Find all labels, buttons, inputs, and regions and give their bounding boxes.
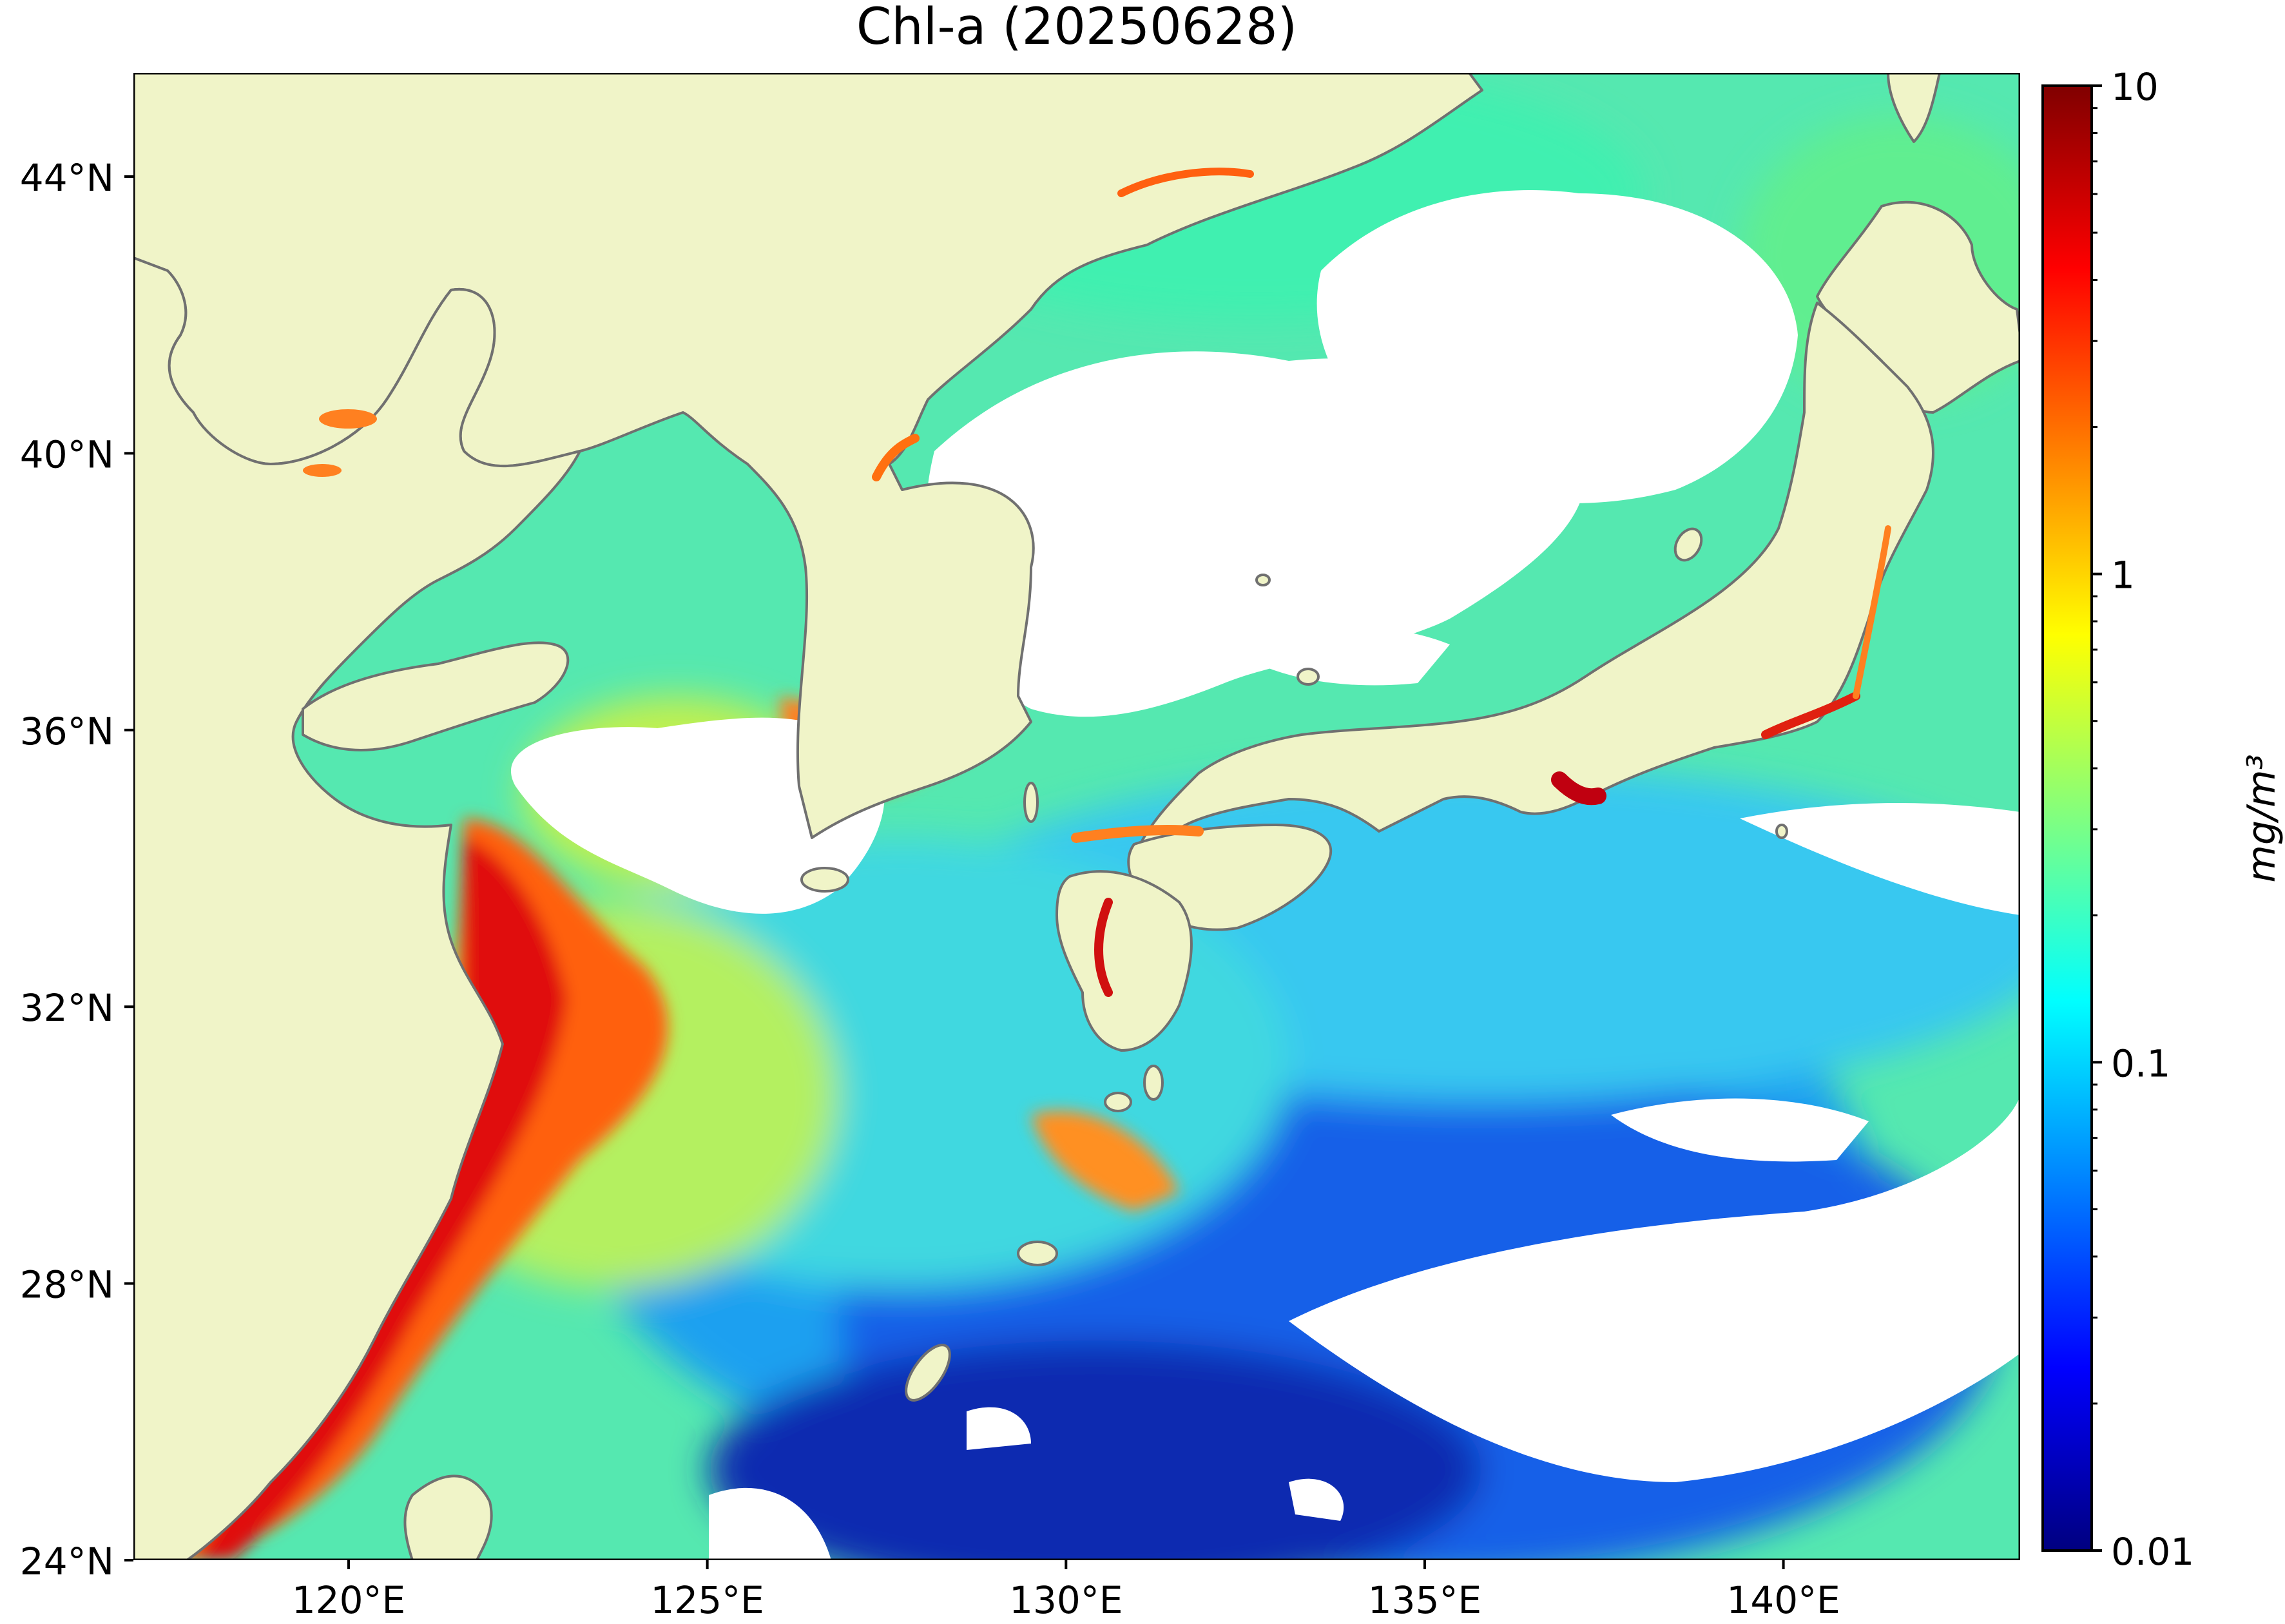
colorbar-tick-label: 0.1 [2111, 1041, 2170, 1085]
colorbar-tick-label: 10 [2111, 65, 2159, 109]
colorbar-ticks: 0.01 0.1 1 10 [2092, 65, 2194, 1574]
ulleungdo [1255, 574, 1271, 586]
okinawa-island [905, 1344, 951, 1402]
lon-tick-label: 120°E [292, 1578, 405, 1622]
lon-tick-label: 130°E [1009, 1578, 1123, 1622]
map-panel [133, 73, 2020, 1560]
lat-tick-label: 32°N [20, 986, 114, 1030]
no-data-regions [511, 190, 2020, 1560]
taiwan [403, 1474, 493, 1560]
tanegashima [1143, 1065, 1164, 1101]
colorbar-gradient [2043, 86, 2092, 1551]
oki-islands [1297, 668, 1320, 686]
latitude-axis: 24°N 28°N 32°N 36°N 40°N 44°N [20, 156, 133, 1583]
figure-title: Chl-a (20250628) [856, 0, 1297, 56]
land-masses [133, 73, 2020, 1560]
lat-tick-label: 24°N [20, 1540, 114, 1583]
sado-island [1673, 527, 1703, 562]
amami-island [1017, 1241, 1058, 1266]
jeju-island [800, 867, 849, 893]
colorbar: 0.01 0.1 1 10 mg/m³ [2041, 65, 2284, 1574]
hokkaido [1816, 200, 2020, 414]
lat-tick-label: 36°N [20, 710, 114, 753]
longitude-axis: 120°E 125°E 130°E 135°E 140°E [292, 1560, 1840, 1622]
honshu [1133, 302, 1934, 858]
tsushima [1023, 782, 1039, 823]
lon-tick-label: 125°E [650, 1578, 764, 1622]
china-coast [133, 256, 581, 1560]
lon-tick-label: 135°E [1368, 1578, 1481, 1622]
izu-island [1775, 824, 1788, 839]
colorbar-frame [2041, 84, 2093, 1552]
lat-tick-label: 28°N [20, 1263, 114, 1307]
shandong-peninsula [302, 641, 570, 751]
sakhalin-tip [1887, 73, 1941, 143]
lon-tick-label: 140°E [1726, 1578, 1840, 1622]
kyushu [1056, 870, 1193, 1052]
colorbar-label: mg/m³ [2239, 754, 2284, 882]
yakushima [1104, 1092, 1132, 1112]
lat-tick-label: 40°N [20, 432, 114, 476]
japan-coastal-bloom [872, 168, 1891, 997]
colorbar-tick-label: 1 [2111, 554, 2135, 597]
colorbar-tick-label: 0.01 [2111, 1530, 2194, 1574]
lat-tick-label: 44°N [20, 156, 114, 200]
bohai-bloom [303, 409, 377, 477]
